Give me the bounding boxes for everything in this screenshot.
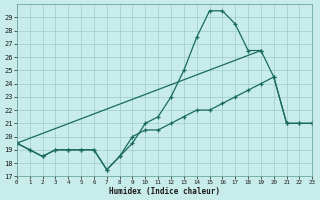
X-axis label: Humidex (Indice chaleur): Humidex (Indice chaleur) <box>109 187 220 196</box>
